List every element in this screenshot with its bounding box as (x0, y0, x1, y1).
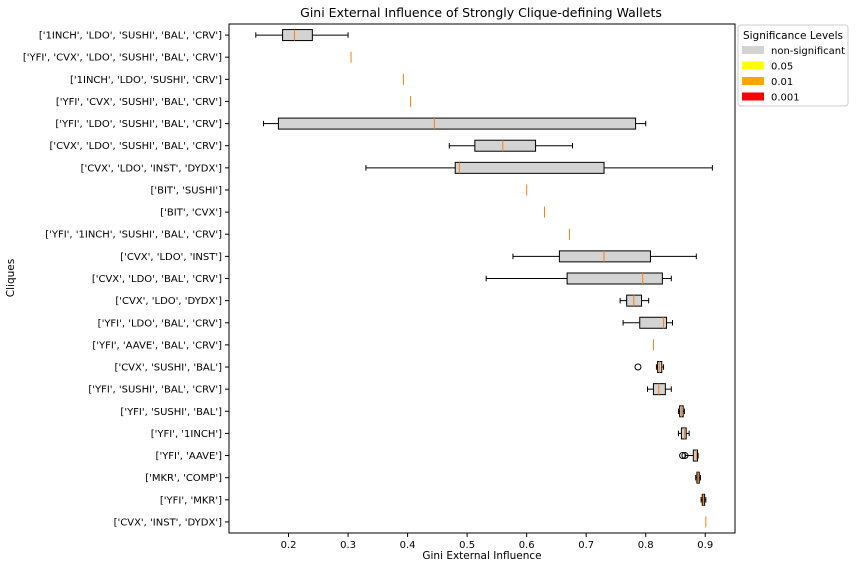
legend-swatch (742, 92, 764, 101)
y-tick-label: ['1INCH', 'LDO', 'SUSHI', 'BAL', 'CRV'] (39, 31, 222, 42)
x-tick-label: 0.7 (578, 540, 594, 551)
y-axis: ['1INCH', 'LDO', 'SUSHI', 'BAL', 'CRV'] [… (23, 31, 229, 528)
box-21 (700, 493, 707, 506)
box-18 (677, 427, 690, 440)
box-15 (634, 361, 665, 374)
box-20 (695, 471, 701, 484)
y-tick-label: ['BIT', 'SUSHI'] (150, 185, 222, 196)
x-axis: 0.2 0.3 0.4 0.5 0.6 0.7 0.8 0.9 (281, 533, 713, 551)
x-tick-label: 0.2 (281, 540, 297, 551)
y-tick-label: ['CVX', 'SUSHI', 'BAL'] (115, 363, 223, 374)
legend-title: Significance Levels (743, 30, 843, 42)
box-17 (677, 405, 685, 418)
iqr-box (558, 250, 651, 263)
y-tick-label: ['YFI', '1INCH', 'SUSHI', 'BAL', 'CRV'] (45, 230, 222, 241)
box-0 (255, 29, 349, 42)
y-tick-label: ['CVX', 'LDO', 'SUSHI', 'BAL', 'CRV'] (49, 141, 222, 152)
outlier-point (681, 452, 689, 460)
x-tick-label: 0.5 (459, 540, 475, 551)
legend-swatch (742, 46, 764, 54)
legend-entry-label: 0.001 (771, 93, 800, 104)
y-tick-label: ['YFI', 'LDO', 'SUSHI', 'BAL', 'CRV'] (55, 119, 222, 130)
box-13 (622, 316, 673, 329)
legend-entry-label: 0.05 (771, 62, 793, 73)
y-tick-label: ['YFI', 'CVX', 'LDO', 'SUSHI', 'BAL', 'C… (23, 53, 222, 64)
chart-title: Gini External Influence of Strongly Cliq… (300, 5, 662, 20)
outlier-point (634, 363, 642, 371)
y-tick-label: ['YFI', 'AAVE', 'BAL', 'CRV'] (92, 340, 222, 351)
y-tick-label: ['YFI', 'SUSHI', 'BAL', 'CRV'] (88, 385, 222, 396)
legend-entry-label: 0.01 (771, 77, 793, 88)
box-10 (512, 250, 697, 263)
y-tick-label: ['YFI', '1INCH'] (151, 429, 222, 440)
box-4 (263, 117, 647, 130)
y-tick-label: ['CVX', 'LDO', 'DYDX'] (115, 296, 222, 307)
iqr-box (277, 117, 637, 130)
y-tick-label: ['CVX', 'INST', 'DYDX'] (114, 517, 222, 528)
y-tick-label: ['CVX', 'LDO', 'INST'] (120, 252, 222, 263)
y-tick-label: ['MKR', 'COMP'] (145, 473, 222, 484)
y-tick-label: ['BIT', 'CVX'] (160, 208, 222, 219)
y-tick-label: ['YFI', 'MKR'] (160, 495, 222, 506)
y-axis-label: Cliques (5, 259, 17, 297)
x-tick-label: 0.9 (697, 540, 713, 551)
iqr-box (692, 449, 698, 462)
y-tick-label: ['YFI', 'CVX', 'SUSHI', 'BAL', 'CRV'] (56, 97, 222, 108)
plot-marks (255, 29, 713, 528)
legend-swatch (742, 61, 764, 70)
legend-entries: non-significant 0.05 0.01 0.001 (742, 46, 845, 104)
y-tick-label: ['CVX', 'LDO', 'BAL', 'CRV'] (92, 274, 222, 285)
legend-entry-label: non-significant (771, 46, 845, 57)
outlier-point (679, 452, 687, 460)
iqr-box (454, 161, 605, 174)
y-tick-label: ['CVX', 'LDO', 'INST', 'DYDX'] (81, 163, 222, 174)
iqr-box (639, 316, 668, 329)
box-6 (365, 161, 713, 174)
iqr-box (680, 427, 687, 440)
box-16 (646, 383, 672, 396)
iqr-box (566, 272, 663, 285)
iqr-box (652, 383, 666, 396)
y-tick-label: ['YFI', 'LDO', 'BAL', 'CRV'] (98, 318, 222, 329)
legend-frame (737, 24, 849, 107)
box-12 (619, 294, 650, 307)
box-11 (485, 272, 672, 285)
iqr-box (282, 29, 313, 42)
y-tick-label: ['YFI', 'SUSHI', 'BAL'] (120, 407, 222, 418)
x-tick-label: 0.8 (638, 540, 654, 551)
box-19 (679, 449, 699, 462)
x-tick-label: 0.4 (400, 540, 416, 551)
x-axis-label: Gini External Influence (422, 550, 541, 562)
y-tick-label: ['1INCH', 'LDO', 'SUSHI', 'CRV'] (70, 75, 222, 86)
x-tick-label: 0.3 (340, 540, 356, 551)
y-tick-label: ['YFI', 'AAVE'] (156, 451, 223, 462)
x-tick-label: 0.6 (519, 540, 535, 551)
iqr-box (474, 139, 537, 152)
legend-swatch (742, 77, 764, 85)
box-5 (448, 139, 573, 152)
legend: Significance Levels non-significant 0.05 0… (737, 24, 849, 107)
